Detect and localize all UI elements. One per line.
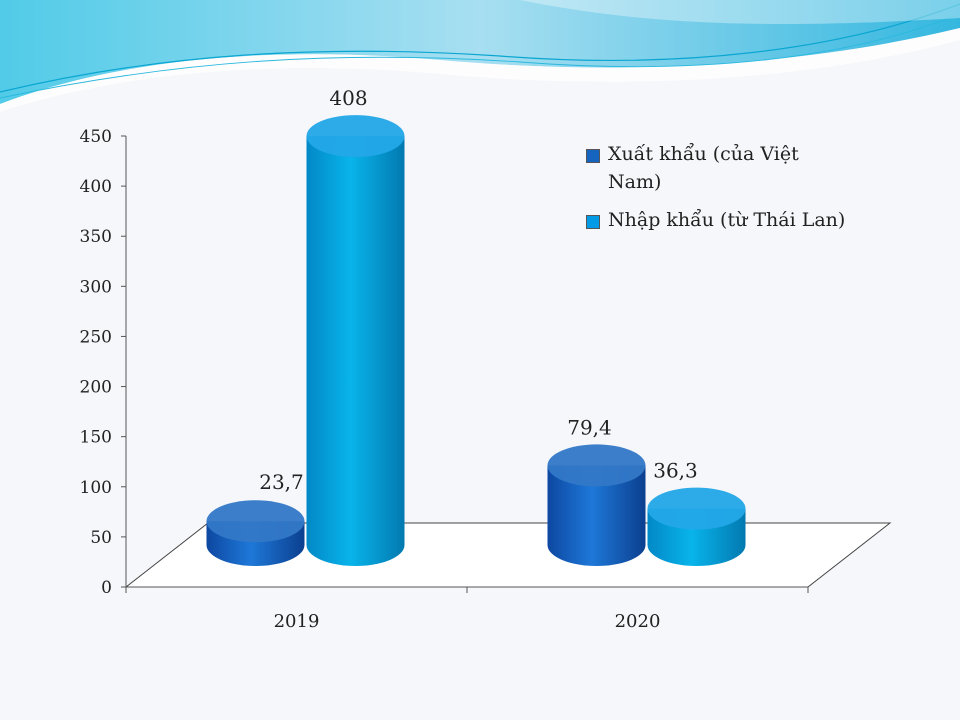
bar-top-highlight xyxy=(547,444,646,487)
bar-top xyxy=(547,444,646,487)
bar-top xyxy=(647,487,746,530)
data-label: 23,7 xyxy=(259,470,304,494)
y-tick-label: 100 xyxy=(80,478,112,498)
y-tick-label: 50 xyxy=(90,528,112,548)
legend-swatch-import xyxy=(586,215,600,229)
x-tick-label: 2019 xyxy=(274,611,320,632)
header-wave xyxy=(0,0,960,112)
data-label: 36,3 xyxy=(653,459,698,483)
y-tick-label: 150 xyxy=(80,428,112,448)
legend: Xuất khẩu (của Việt Nam) Nhập khẩu (từ T… xyxy=(586,140,846,244)
y-ticks: 0 50 100 150 200 250 300 350 400 450 xyxy=(80,127,126,598)
bar-2020-0 xyxy=(547,444,646,566)
bar-body xyxy=(547,465,646,566)
legend-swatch-export xyxy=(586,149,600,163)
y-tick-label: 350 xyxy=(80,227,112,247)
y-tick-label: 200 xyxy=(80,378,112,398)
legend-label-import: Nhập khẩu (từ Thái Lan) xyxy=(608,209,846,231)
bars xyxy=(206,115,746,567)
legend-item-import: Nhập khẩu (từ Thái Lan) xyxy=(586,206,846,234)
y-tick-label: 250 xyxy=(80,327,112,347)
bar-body xyxy=(306,136,405,567)
bar-2019-1 xyxy=(306,115,405,567)
bar-top-highlight xyxy=(206,500,305,543)
x-ticks: 2019 2020 xyxy=(125,587,809,632)
legend-item-export: Xuất khẩu (của Việt Nam) xyxy=(586,140,846,196)
bar-top-highlight xyxy=(647,487,746,530)
data-label: 408 xyxy=(329,86,367,110)
y-tick-label: 400 xyxy=(80,177,112,197)
bar-top xyxy=(206,500,305,543)
x-tick-label: 2020 xyxy=(615,611,661,632)
y-tick-label: 300 xyxy=(80,277,112,297)
legend-label-export: Xuất khẩu (của Việt Nam) xyxy=(608,143,799,193)
data-labels: 23,7 408 79,4 36,3 xyxy=(259,86,698,494)
y-tick-label: 450 xyxy=(80,127,112,147)
bar-2019-0 xyxy=(206,500,305,566)
bar-top-highlight xyxy=(306,115,405,158)
bar-top xyxy=(306,115,405,158)
bar-2020-1 xyxy=(647,487,746,566)
y-tick-label: 0 xyxy=(101,578,112,598)
data-label: 79,4 xyxy=(567,415,612,439)
